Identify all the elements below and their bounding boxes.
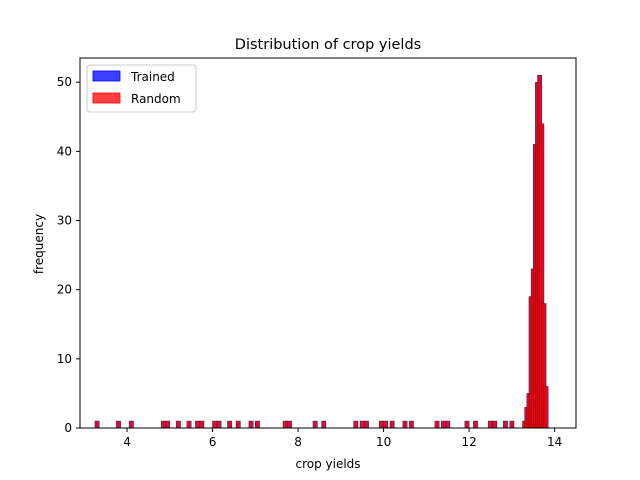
histogram-bar-random — [255, 420, 260, 429]
histogram-bar-random — [509, 420, 515, 429]
x-axis-title: crop yields — [295, 457, 360, 471]
histogram-bar-random — [212, 420, 218, 429]
histogram-bar-random — [216, 420, 222, 429]
histogram-bars — [94, 75, 549, 429]
histogram-bar-random — [543, 386, 549, 429]
histogram-bar-random — [235, 420, 241, 429]
y-tick-label: 20 — [57, 283, 72, 297]
histogram-bar-random — [128, 420, 134, 429]
histogram-bar-random — [287, 420, 292, 429]
legend-label-trained: Trained — [130, 70, 175, 84]
series-trained — [94, 75, 549, 429]
histogram-bar-random — [312, 420, 318, 429]
histogram-bar-random — [408, 420, 414, 429]
y-tick-label: 40 — [57, 144, 72, 158]
x-tick-label: 14 — [547, 435, 562, 449]
series-random — [94, 75, 549, 429]
histogram-bar-random — [248, 420, 254, 429]
legend-label-random: Random — [131, 92, 181, 106]
histogram-bar-random — [165, 420, 171, 429]
plot-frame — [79, 57, 577, 429]
histogram-bar-random — [353, 420, 359, 429]
legend-swatch-random — [92, 92, 121, 104]
histogram-bar-random — [321, 420, 327, 429]
legend-swatch-trained — [92, 70, 121, 82]
histogram-bar-random — [359, 420, 365, 429]
histogram-bar-random — [434, 420, 440, 429]
x-tick-label: 8 — [294, 435, 302, 449]
histogram-bar-random — [116, 420, 121, 429]
histogram-bar-random — [186, 420, 192, 429]
chart-title: Distribution of crop yields — [235, 37, 421, 53]
histogram-bar-random — [464, 420, 470, 429]
histogram-bar-random — [473, 420, 478, 429]
histogram-bar-random — [379, 420, 384, 429]
y-axis-title: frequency — [32, 214, 46, 274]
x-tick-label: 12 — [461, 435, 476, 449]
y-tick-label: 0 — [64, 421, 72, 435]
histogram-bar-random — [195, 420, 200, 429]
x-tick-label: 6 — [209, 435, 217, 449]
histogram-bar-random — [441, 420, 446, 429]
axes: 4 6 8 10 12 14 0 10 20 30 40 50 — [57, 57, 577, 449]
histogram-bar-random — [199, 420, 205, 429]
y-tick-label: 10 — [57, 352, 72, 366]
histogram-bar-random — [94, 420, 100, 429]
histogram-bar-random — [445, 420, 451, 429]
histogram-bar-random — [389, 420, 395, 429]
histogram-bar-random — [488, 420, 493, 429]
histogram-bar-random — [402, 420, 408, 429]
histogram-bar-random — [503, 420, 508, 429]
histogram-bar-random — [492, 420, 498, 429]
histogram-bar-random — [383, 420, 389, 429]
histogram-bar-random — [160, 420, 166, 429]
y-tick-label: 30 — [57, 214, 72, 228]
histogram-bar-random — [175, 420, 181, 429]
y-tick-label: 50 — [57, 75, 72, 89]
x-tick-label: 10 — [376, 435, 391, 449]
histogram-bar-random — [364, 420, 369, 429]
x-tick-label: 4 — [123, 435, 131, 449]
histogram-bar-random — [282, 420, 288, 429]
legend: Trained Random — [86, 64, 197, 113]
histogram-bar-random — [227, 420, 233, 429]
